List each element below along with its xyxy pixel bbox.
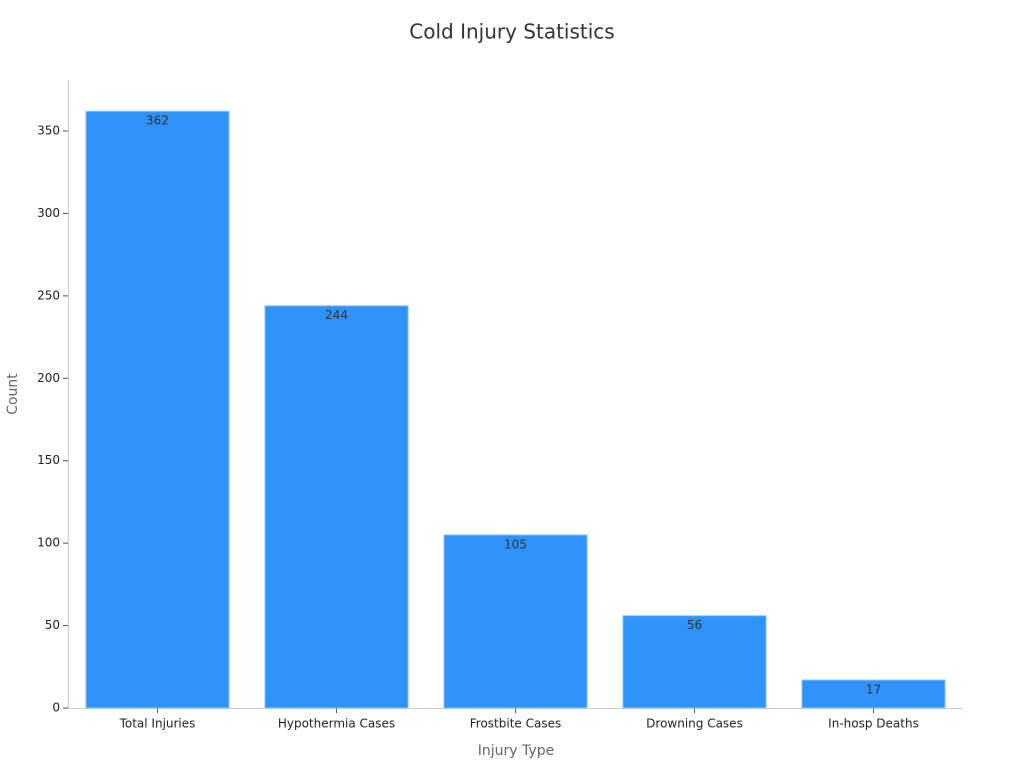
x-axis-label: Injury Type — [478, 743, 554, 759]
x-tick-label: Total Injuries — [119, 717, 196, 731]
bar — [622, 615, 767, 709]
y-tick-label: 0 — [52, 701, 60, 715]
value-label: 105 — [504, 537, 527, 551]
chart-title: Cold Injury Statistics — [409, 20, 614, 44]
y-tick-label: 350 — [37, 124, 60, 138]
y-axis-label: Count — [5, 373, 21, 415]
y-tick-label: 300 — [37, 206, 60, 220]
value-label: 244 — [325, 308, 348, 322]
bar — [801, 679, 946, 709]
value-label: 56 — [687, 618, 702, 632]
y-tick-label: 250 — [37, 288, 60, 302]
y-tick-label: 100 — [37, 536, 60, 550]
x-tick-label: Drowning Cases — [646, 717, 743, 731]
x-tick-label: Hypothermia Cases — [278, 717, 395, 731]
value-label: 362 — [146, 114, 169, 128]
bar — [85, 110, 230, 709]
y-tick-label: 150 — [37, 453, 60, 467]
value-label: 17 — [866, 682, 881, 696]
bar — [264, 305, 409, 709]
x-tick-label: Frostbite Cases — [470, 717, 561, 731]
x-tick-label: In-hosp Deaths — [828, 717, 919, 731]
y-tick-label: 200 — [37, 371, 60, 385]
y-tick-label: 50 — [45, 618, 60, 632]
bar — [443, 534, 588, 709]
